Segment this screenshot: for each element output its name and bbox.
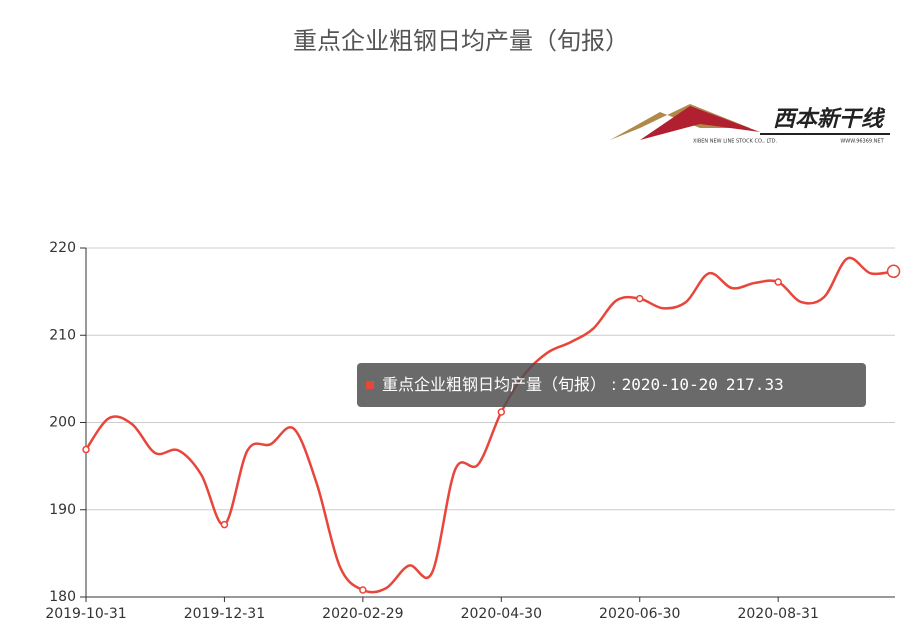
y-tick-label: 190 — [49, 502, 76, 518]
x-tick-label: 2020-04-30 — [461, 606, 542, 622]
logo-shape — [640, 106, 760, 140]
tooltip-box — [357, 363, 866, 407]
point — [497, 408, 506, 416]
tooltip-swatch — [366, 381, 374, 389]
point — [220, 520, 229, 529]
point — [886, 264, 901, 279]
y-tick-label: 200 — [49, 415, 76, 431]
point — [635, 294, 644, 303]
y-tick-label: 180 — [49, 589, 76, 605]
logo: 西本新干线 XIBEN NEW LINE STOCK CO., LTD. WWW… — [610, 104, 890, 145]
point — [774, 278, 782, 286]
tooltip-text: 重点企业粗钢日均产量（旬报） : 2020-10-20 217.33 — [382, 375, 784, 394]
x-tick-label: 2020-08-31 — [737, 606, 818, 622]
tooltip-date: 2020-10-20 — [622, 375, 718, 394]
point — [82, 445, 90, 454]
x-tick-label: 2019-10-31 — [45, 606, 126, 622]
logo-company: XIBEN NEW LINE STOCK CO., LTD. — [693, 139, 778, 145]
logo-name: 西本新干线 — [773, 106, 886, 132]
x-tick-label: 2019-12-31 — [184, 606, 265, 622]
x-tick-label: 2020-02-29 — [322, 606, 403, 622]
point — [359, 586, 367, 594]
tooltip-sep: : — [606, 375, 622, 394]
tooltip-series: 重点企业粗钢日均产量（旬报） — [382, 375, 606, 394]
tooltip-value: 217.33 — [726, 375, 784, 394]
chart-title: 重点企业粗钢日均产量（旬报） — [293, 27, 629, 55]
line — [84, 256, 894, 594]
x-tick-label: 2020-06-30 — [599, 606, 680, 622]
logo-site: WWW.96369.NET — [840, 139, 884, 145]
y-tick-label: 220 — [49, 240, 76, 256]
y-tick-label: 210 — [49, 327, 76, 343]
tooltip: 重点企业粗钢日均产量（旬报） : 2020-10-20 217.33 — [357, 363, 866, 407]
